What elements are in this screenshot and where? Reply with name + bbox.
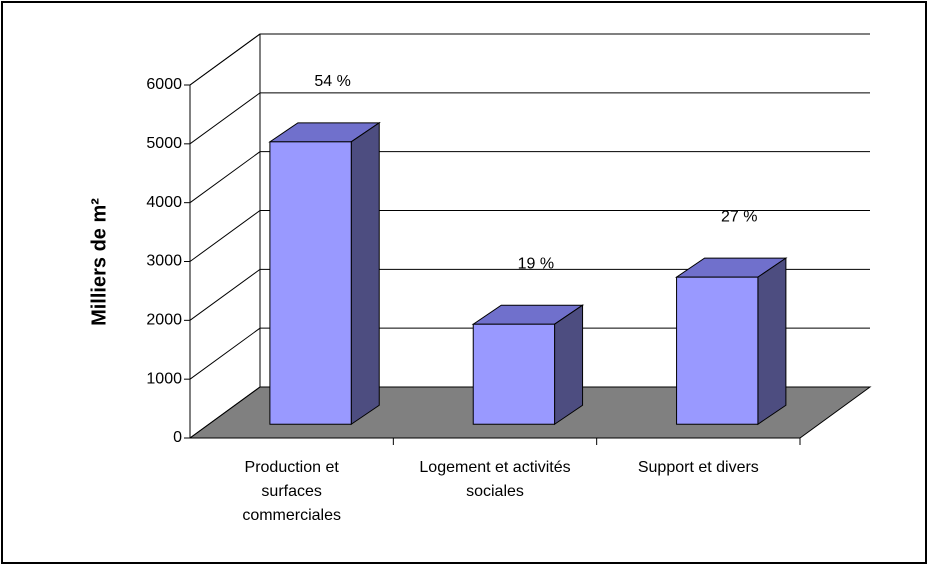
y-tick-label: 6000 <box>146 76 182 93</box>
grid-line <box>189 210 870 262</box>
grid-line <box>189 386 870 439</box>
y-tick-label: 0 <box>173 429 182 446</box>
bar-side <box>757 257 787 426</box>
y-tick-label: 2000 <box>146 312 182 329</box>
x-tick-label: Production et surfaces commerciales <box>242 459 341 524</box>
y-tick-label: 1000 <box>146 370 182 387</box>
bar-side <box>554 304 584 426</box>
bar <box>676 276 759 425</box>
bar-annotation: 54 % <box>314 73 350 90</box>
grid-line <box>189 33 870 86</box>
grid-line <box>189 268 870 321</box>
x-tick-label: Logement et activités sociales <box>419 459 571 500</box>
grid-line <box>189 327 870 380</box>
x-tick-label: Support et divers <box>637 459 759 476</box>
bar-annotation: 27 % <box>721 208 757 225</box>
y-tick-label: 3000 <box>146 253 182 270</box>
bar <box>269 141 352 425</box>
y-axis-label: Milliers de m² <box>88 198 110 326</box>
grid-line <box>189 151 870 204</box>
bar-side <box>350 121 380 426</box>
bar <box>472 323 556 425</box>
bar-annotation: 19 % <box>518 255 554 272</box>
y-tick-label: 5000 <box>146 135 182 152</box>
y-tick-label: 4000 <box>146 194 182 211</box>
grid-line <box>189 92 870 145</box>
